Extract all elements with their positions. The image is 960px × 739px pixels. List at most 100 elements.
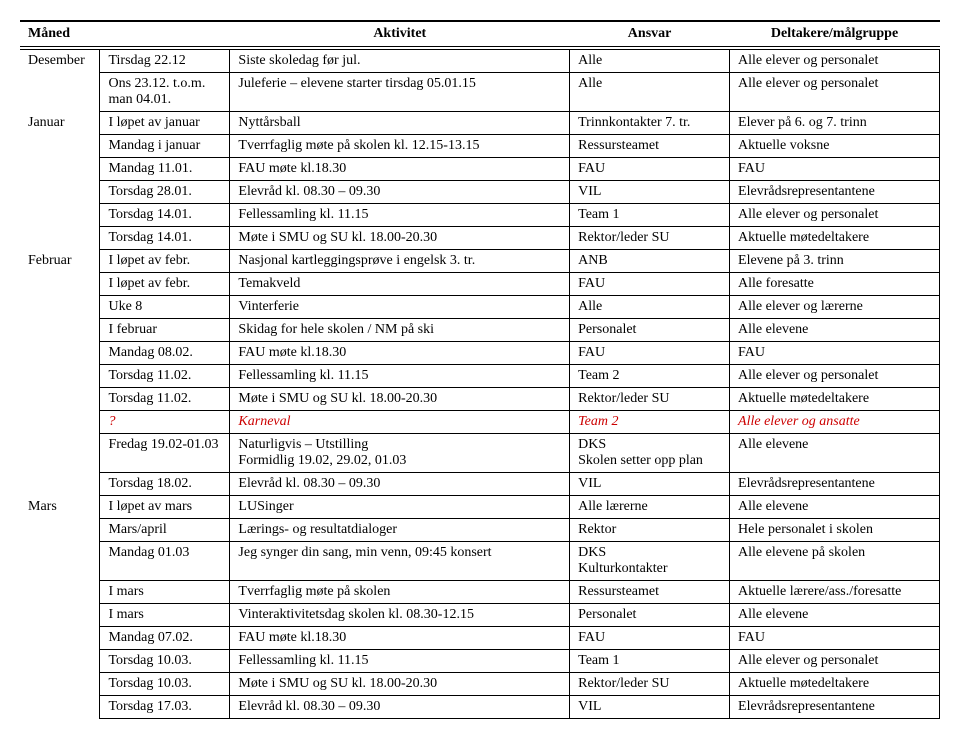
cell-date: I februar — [100, 319, 230, 342]
cell-responsible: Rektor/leder SU — [570, 673, 730, 696]
cell-activity: Karneval — [230, 411, 570, 434]
header-responsible: Ansvar — [570, 21, 730, 48]
cell-participants: Alle elever og personalet — [730, 650, 940, 673]
cell-activity: Vinteraktivitetsdag skolen kl. 08.30-12.… — [230, 604, 570, 627]
table-row: I løpet av febr.TemakveldFAUAlle foresat… — [20, 273, 940, 296]
cell-responsible: Ressursteamet — [570, 581, 730, 604]
cell-participants: Elevrådsrepresentantene — [730, 696, 940, 719]
cell-participants: Alle elevene på skolen — [730, 542, 940, 581]
cell-responsible: VIL — [570, 473, 730, 496]
cell-month — [20, 542, 100, 581]
table-row: Mars/aprilLærings- og resultatdialogerRe… — [20, 519, 940, 542]
cell-activity: Elevråd kl. 08.30 – 09.30 — [230, 181, 570, 204]
cell-responsible: Alle — [570, 296, 730, 319]
cell-responsible: VIL — [570, 181, 730, 204]
table-row: Mandag 07.02.FAU møte kl.18.30FAUFAU — [20, 627, 940, 650]
table-row: Mandag i januarTverrfaglig møte på skole… — [20, 135, 940, 158]
table-row: Torsdag 18.02.Elevråd kl. 08.30 – 09.30V… — [20, 473, 940, 496]
table-row: Mandag 01.03Jeg synger din sang, min ven… — [20, 542, 940, 581]
cell-activity: LUSinger — [230, 496, 570, 519]
table-row: Torsdag 14.01.Fellessamling kl. 11.15Tea… — [20, 204, 940, 227]
table-row: Torsdag 17.03.Elevråd kl. 08.30 – 09.30V… — [20, 696, 940, 719]
table-header: Måned Aktivitet Ansvar Deltakere/målgrup… — [20, 21, 940, 48]
table-row: Ons 23.12. t.o.m. man 04.01.Juleferie – … — [20, 73, 940, 112]
cell-participants: Alle elever og personalet — [730, 204, 940, 227]
cell-activity: Nyttårsball — [230, 112, 570, 135]
cell-activity: Tverrfaglig møte på skolen — [230, 581, 570, 604]
table-row: Mandag 08.02.FAU møte kl.18.30FAUFAU — [20, 342, 940, 365]
cell-participants: Alle elever og personalet — [730, 73, 940, 112]
cell-participants: FAU — [730, 627, 940, 650]
cell-month — [20, 273, 100, 296]
table-row: Uke 8VinterferieAlleAlle elever og lærer… — [20, 296, 940, 319]
cell-responsible: Rektor — [570, 519, 730, 542]
cell-date: Tirsdag 22.12 — [100, 48, 230, 73]
cell-responsible: FAU — [570, 342, 730, 365]
cell-date: Torsdag 10.03. — [100, 673, 230, 696]
cell-date: I mars — [100, 581, 230, 604]
cell-responsible: FAU — [570, 273, 730, 296]
cell-participants: Alle elevene — [730, 496, 940, 519]
cell-participants: Aktuelle lærere/ass./foresatte — [730, 581, 940, 604]
cell-month — [20, 581, 100, 604]
table-row: FebruarI løpet av febr.Nasjonal kartlegg… — [20, 250, 940, 273]
cell-activity: Fellessamling kl. 11.15 — [230, 650, 570, 673]
cell-activity: Fellessamling kl. 11.15 — [230, 204, 570, 227]
cell-responsible: Personalet — [570, 319, 730, 342]
cell-date: Mandag i januar — [100, 135, 230, 158]
table-row: Mandag 11.01.FAU møte kl.18.30FAUFAU — [20, 158, 940, 181]
cell-responsible: Team 2 — [570, 365, 730, 388]
cell-activity: FAU møte kl.18.30 — [230, 627, 570, 650]
cell-month: Februar — [20, 250, 100, 273]
cell-month — [20, 434, 100, 473]
cell-month — [20, 519, 100, 542]
table-row: I februarSkidag for hele skolen / NM på … — [20, 319, 940, 342]
cell-date: Torsdag 10.03. — [100, 650, 230, 673]
cell-participants: Alle elever og lærerne — [730, 296, 940, 319]
cell-activity: Fellessamling kl. 11.15 — [230, 365, 570, 388]
cell-date: Torsdag 11.02. — [100, 388, 230, 411]
cell-date: Torsdag 28.01. — [100, 181, 230, 204]
cell-activity: FAU møte kl.18.30 — [230, 158, 570, 181]
header-blank — [100, 21, 230, 48]
cell-date: Mandag 11.01. — [100, 158, 230, 181]
cell-month — [20, 388, 100, 411]
cell-responsible: FAU — [570, 158, 730, 181]
cell-responsible: Rektor/leder SU — [570, 388, 730, 411]
cell-participants: Elevene på 3. trinn — [730, 250, 940, 273]
cell-activity: Nasjonal kartleggingsprøve i engelsk 3. … — [230, 250, 570, 273]
table-row: JanuarI løpet av januarNyttårsballTrinnk… — [20, 112, 940, 135]
table-row: Torsdag 10.03.Møte i SMU og SU kl. 18.00… — [20, 673, 940, 696]
cell-activity: Lærings- og resultatdialoger — [230, 519, 570, 542]
cell-activity: Møte i SMU og SU kl. 18.00-20.30 — [230, 388, 570, 411]
cell-month: Mars — [20, 496, 100, 519]
cell-participants: Aktuelle møtedeltakere — [730, 388, 940, 411]
table-row: Torsdag 10.03.Fellessamling kl. 11.15Tea… — [20, 650, 940, 673]
cell-date: Torsdag 14.01. — [100, 227, 230, 250]
cell-date: I mars — [100, 604, 230, 627]
table-row: I marsVinteraktivitetsdag skolen kl. 08.… — [20, 604, 940, 627]
schedule-table: Måned Aktivitet Ansvar Deltakere/målgrup… — [20, 20, 940, 719]
cell-activity: Møte i SMU og SU kl. 18.00-20.30 — [230, 673, 570, 696]
cell-date: Torsdag 11.02. — [100, 365, 230, 388]
header-activity: Aktivitet — [230, 21, 570, 48]
cell-month — [20, 296, 100, 319]
cell-month — [20, 650, 100, 673]
cell-activity: Jeg synger din sang, min venn, 09:45 kon… — [230, 542, 570, 581]
table-row: MarsI løpet av marsLUSingerAlle lærerneA… — [20, 496, 940, 519]
cell-responsible: DKSSkolen setter opp plan — [570, 434, 730, 473]
cell-activity: FAU møte kl.18.30 — [230, 342, 570, 365]
cell-activity: Elevråd kl. 08.30 – 09.30 — [230, 696, 570, 719]
cell-participants: Alle elever og personalet — [730, 365, 940, 388]
table-row: DesemberTirsdag 22.12Siste skoledag før … — [20, 48, 940, 73]
cell-month: Desember — [20, 48, 100, 73]
cell-month — [20, 319, 100, 342]
header-participants: Deltakere/målgruppe — [730, 21, 940, 48]
cell-activity: Møte i SMU og SU kl. 18.00-20.30 — [230, 227, 570, 250]
cell-responsible: Alle — [570, 73, 730, 112]
cell-participants: Aktuelle møtedeltakere — [730, 673, 940, 696]
cell-responsible: ANB — [570, 250, 730, 273]
table-row: Torsdag 11.02.Møte i SMU og SU kl. 18.00… — [20, 388, 940, 411]
cell-participants: Elevrådsrepresentantene — [730, 181, 940, 204]
cell-participants: FAU — [730, 342, 940, 365]
